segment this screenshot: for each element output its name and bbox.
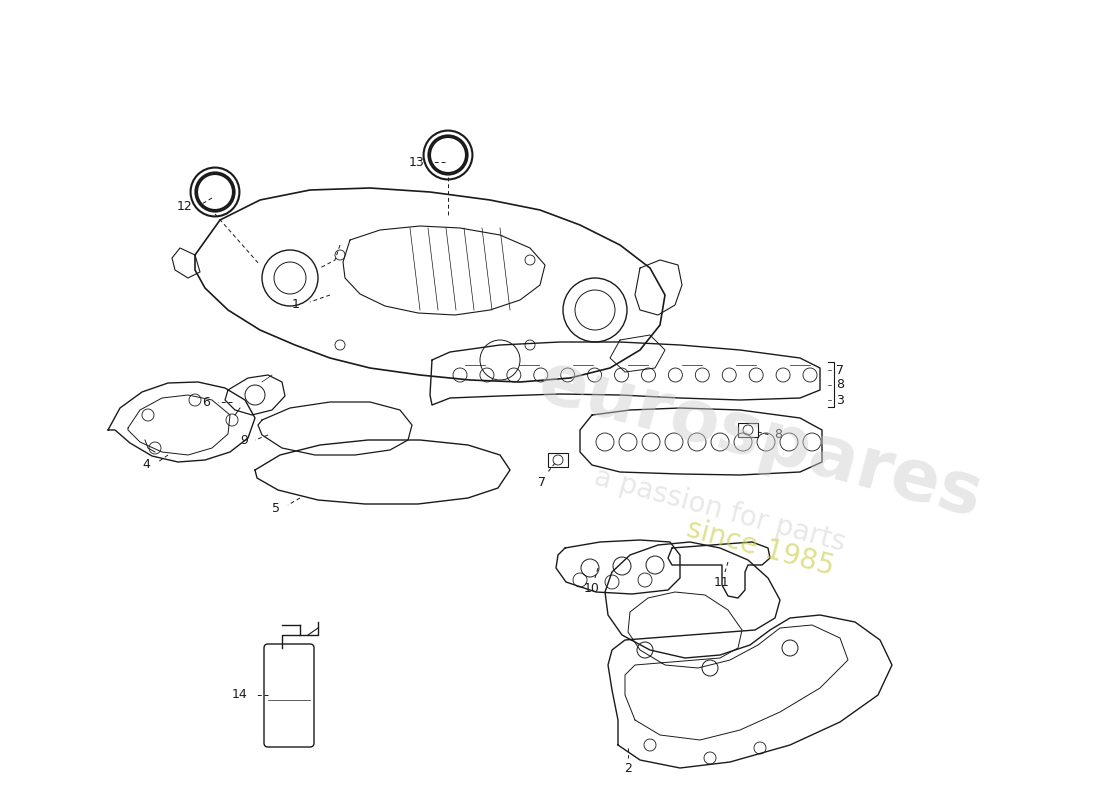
Text: 13: 13 bbox=[408, 155, 424, 169]
Text: 10: 10 bbox=[584, 582, 600, 595]
Text: 2: 2 bbox=[624, 762, 631, 775]
Bar bbox=[548, 453, 568, 467]
Text: 7: 7 bbox=[538, 476, 546, 489]
Text: 1: 1 bbox=[293, 298, 300, 311]
Text: 11: 11 bbox=[714, 576, 730, 589]
Text: 4: 4 bbox=[142, 458, 150, 471]
Bar bbox=[738, 423, 758, 437]
Text: 14: 14 bbox=[231, 689, 248, 702]
Text: 5: 5 bbox=[272, 502, 280, 514]
Text: 8: 8 bbox=[774, 429, 782, 442]
Text: 12: 12 bbox=[176, 201, 192, 214]
Text: 7: 7 bbox=[836, 363, 844, 377]
Text: since 1985: since 1985 bbox=[683, 515, 837, 581]
Text: 6: 6 bbox=[202, 395, 210, 409]
Text: a passion for parts: a passion for parts bbox=[591, 463, 849, 557]
Text: eurospares: eurospares bbox=[530, 347, 990, 533]
Text: 9: 9 bbox=[240, 434, 248, 446]
Text: 8: 8 bbox=[836, 378, 844, 391]
Text: 3: 3 bbox=[836, 394, 844, 406]
